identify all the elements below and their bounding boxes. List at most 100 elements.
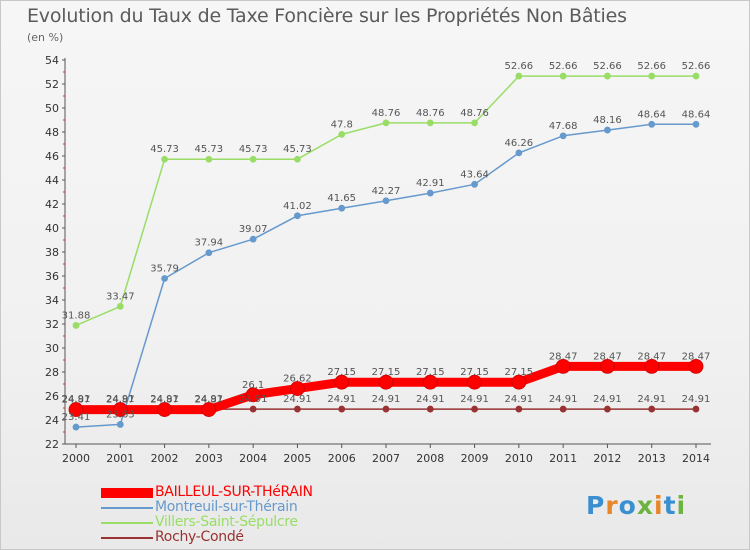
data-point [692,405,700,413]
data-label: 24.91 [549,394,578,405]
logo-letter: i [676,491,687,520]
data-point [471,180,478,188]
data-point [334,374,350,390]
data-label: 48.64 [682,109,711,120]
data-label: 28.47 [682,351,711,362]
data-label: 23.41 [62,412,91,423]
data-point [161,155,168,163]
data-point [72,423,80,431]
data-point [515,72,523,80]
data-label: 47.8 [331,119,353,130]
data-label: 24.91 [505,394,534,405]
x-tick-label: 2012 [593,452,621,465]
data-point [382,405,390,413]
data-point [245,387,261,403]
data-point [338,405,346,413]
y-tick-label: 40 [45,222,59,235]
y-tick-label: 34 [45,294,59,307]
legend-swatch [101,522,153,524]
data-point [688,358,704,374]
data-label: 24.91 [195,394,224,405]
legend-swatch [101,537,153,539]
data-point [515,149,523,157]
data-label: 48.76 [416,108,445,119]
data-label: 48.76 [460,108,489,119]
data-label: 39.07 [239,224,268,235]
data-point [249,405,257,413]
y-tick-label: 30 [45,342,59,355]
data-label: 26.62 [283,374,312,385]
y-tick-label: 54 [45,54,59,67]
data-label: 24.91 [62,394,91,405]
x-tick-label: 2007 [372,452,400,465]
logo-letter: o [618,491,637,520]
data-label: 37.94 [195,238,224,249]
y-tick-label: 50 [45,102,59,115]
data-label: 42.27 [372,186,401,197]
data-label: 41.65 [327,193,356,204]
logo-letter: t [663,491,677,520]
data-label: 24.91 [593,394,622,405]
logo-letter: r [605,491,619,520]
data-point [426,405,434,413]
y-tick-label: 52 [45,78,59,91]
data-point [294,405,301,413]
data-point [68,402,84,417]
data-point [249,235,257,243]
data-point [648,405,656,413]
x-tick-label: 2006 [328,452,356,465]
data-point [249,155,257,163]
x-tick-label: 2005 [283,452,311,465]
data-point [559,72,567,80]
legend-label: Villers-Saint-Sépulcre [155,514,298,530]
legend-item: Villers-Saint-Sépulcre [101,514,361,531]
data-label: 27.15 [460,367,489,378]
x-tick-label: 2013 [638,452,666,465]
data-point [467,374,482,390]
x-tick-label: 2002 [151,452,179,465]
data-label: 24.91 [150,394,179,405]
data-label: 24.91 [372,394,401,405]
y-tick-label: 36 [45,270,59,283]
data-label: 52.66 [637,61,666,72]
data-point [559,405,567,413]
y-tick-label: 48 [45,126,59,139]
data-point [555,358,571,374]
data-label: 46.26 [505,138,534,149]
x-tick-label: 2009 [461,452,489,465]
data-label: 24.87 [195,395,224,406]
legend-label: Montreuil-sur-Thérain [155,499,298,515]
data-label: 27.15 [327,367,356,378]
data-label: 23.63 [106,409,135,420]
y-tick-label: 46 [45,150,59,163]
data-label: 24.91 [283,394,312,405]
data-label: 48.76 [372,108,401,119]
data-label: 24.91 [460,394,489,405]
data-point [604,405,611,413]
y-tick-label: 32 [45,318,59,331]
data-label: 45.73 [239,144,268,155]
y-tick-label: 44 [45,174,59,187]
x-tick-label: 2008 [416,452,444,465]
data-point [648,120,656,128]
legend: BAILLEUL-SUR-THéRAIN Montreuil-sur-Thérai… [101,484,361,546]
data-label: 43.64 [460,169,489,180]
data-label: 24.91 [637,394,666,405]
data-label: 41.02 [283,201,312,212]
y-tick-label: 42 [45,198,59,211]
data-label: 52.66 [682,61,711,72]
data-label: 27.15 [505,367,534,378]
data-label: 52.66 [593,61,622,72]
data-label: 27.15 [416,367,445,378]
x-tick-label: 2011 [549,452,577,465]
data-point [426,189,434,197]
data-point [422,374,438,390]
data-label: 26.1 [242,380,264,391]
data-point [382,119,390,127]
x-tick-label: 2001 [106,452,134,465]
y-tick-label: 22 [45,438,59,451]
data-label: 24.91 [106,394,135,405]
data-label: 24.91 [239,394,268,405]
data-point [338,204,346,212]
